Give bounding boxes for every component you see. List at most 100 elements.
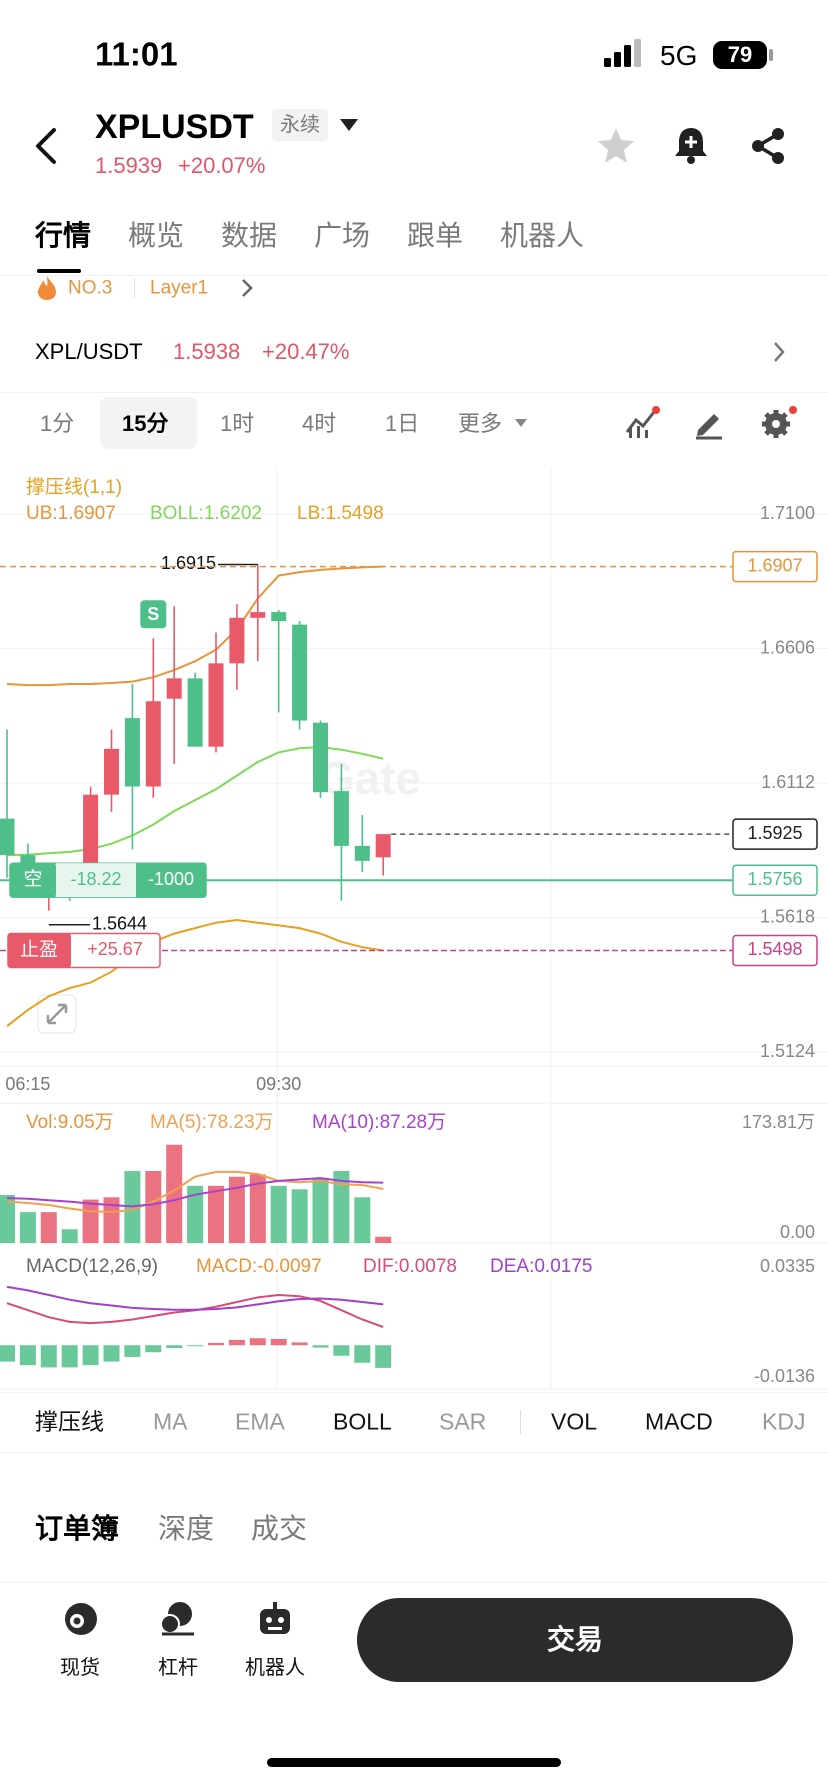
volume-bar <box>228 1176 245 1243</box>
indicator-tab[interactable]: KDJ <box>762 1408 806 1435</box>
x-tick-label: 06:15 <box>5 1074 50 1094</box>
back-button[interactable] <box>30 126 64 166</box>
spot-price: 1.5938 <box>173 339 241 364</box>
main-tab[interactable]: 概览 <box>128 220 185 251</box>
symbol-title[interactable]: XPLUSDT <box>95 108 254 146</box>
volume-bar <box>208 1185 224 1243</box>
candle-body <box>208 663 224 747</box>
legend-entry: BOLL:1.6202 <box>150 503 262 524</box>
rank-tag[interactable]: NO.3 <box>68 277 113 299</box>
sector-tag[interactable]: Layer1 <box>150 277 209 299</box>
x-tick-label: 09:30 <box>256 1074 301 1094</box>
macd-bar <box>19 1345 36 1366</box>
volume-ma-line <box>6 1170 384 1213</box>
indicator-icon[interactable] <box>624 404 660 440</box>
volume-bar <box>354 1197 371 1243</box>
interval[interactable]: 4时 <box>302 411 337 436</box>
symbol-dropdown[interactable] <box>338 117 360 133</box>
margin-icon[interactable] <box>158 1600 198 1638</box>
spot-pair[interactable]: XPL/USDT <box>35 339 143 364</box>
volume-legend: MA(10):87.28万 <box>312 1112 446 1133</box>
battery-icon <box>713 41 767 69</box>
candle-body <box>83 794 99 876</box>
interval[interactable]: 15分 <box>122 411 169 436</box>
legend-title: 撑压线(1,1) <box>26 476 122 498</box>
signal-label: S <box>147 604 159 624</box>
trade-button[interactable] <box>357 1598 793 1682</box>
candle-body <box>271 612 287 622</box>
settings-icon[interactable] <box>758 404 798 440</box>
header-change: +20.07% <box>178 153 266 178</box>
position-price-label: 1.5756 <box>747 869 802 889</box>
book-tab[interactable]: 深度 <box>158 1513 215 1544</box>
interval[interactable]: 1分 <box>40 411 75 436</box>
macd-bar <box>208 1342 224 1346</box>
last-price-label: 1.5925 <box>747 823 802 843</box>
indicator-tab[interactable]: SAR <box>439 1408 487 1435</box>
position-side-bg <box>10 863 56 898</box>
interval[interactable]: 更多 <box>458 411 503 436</box>
expand-icon <box>46 1003 68 1025</box>
volume-bar <box>270 1185 287 1243</box>
interval[interactable]: 1日 <box>385 411 420 436</box>
main-tab[interactable]: 行情 <box>35 220 92 251</box>
trade-button-label[interactable]: 交易 <box>546 1624 604 1655</box>
candle-body <box>187 678 203 747</box>
indicator-tab[interactable]: VOL <box>551 1408 598 1435</box>
book-tab[interactable]: 成交 <box>251 1513 308 1544</box>
legend-entry: UB:1.6907 <box>26 503 116 524</box>
volume-bar <box>375 1236 392 1243</box>
spot-chevron[interactable] <box>772 341 786 363</box>
volume-legend: Vol:9.05万 <box>26 1112 114 1133</box>
main-tab[interactable]: 数据 <box>221 220 278 251</box>
interval[interactable]: 1时 <box>220 411 255 436</box>
ub-price-label: 1.6907 <box>747 555 802 575</box>
macd-bar <box>82 1345 99 1366</box>
volume-bar <box>187 1185 204 1243</box>
draw-icon[interactable] <box>692 406 726 440</box>
position-side: 空 <box>23 868 42 890</box>
tags-chevron[interactable] <box>240 278 254 298</box>
share-icon[interactable] <box>748 126 788 166</box>
signal-icon <box>604 39 641 67</box>
candle-body <box>354 845 370 861</box>
low-label: 1.5644 <box>92 913 147 933</box>
nav-label[interactable]: 机器人 <box>245 1657 305 1679</box>
macd-legend: DIF:0.0078 <box>363 1256 457 1277</box>
book-tab[interactable]: 订单簿 <box>35 1513 120 1544</box>
macd-bar <box>0 1345 15 1362</box>
last-price-box <box>732 818 818 850</box>
status-time: 11:01 <box>95 35 178 73</box>
signal-badge <box>140 600 167 629</box>
candle-body <box>375 834 391 858</box>
favorite-icon[interactable] <box>596 126 636 166</box>
nav-label[interactable]: 杠杆 <box>158 1657 198 1679</box>
alert-icon[interactable] <box>672 124 710 166</box>
indicator-tab[interactable]: MACD <box>645 1408 713 1435</box>
main-tab[interactable]: 机器人 <box>500 220 585 251</box>
indicator-tab[interactable]: EMA <box>235 1408 285 1435</box>
interval-selected-bg <box>100 397 197 449</box>
main-tab[interactable]: 跟单 <box>407 220 464 251</box>
macd-bar <box>40 1345 57 1368</box>
take-profit-price-label: 1.5498 <box>747 939 802 959</box>
band-line <box>6 918 384 1027</box>
macd-bar <box>166 1345 183 1349</box>
indicator-tab[interactable]: MA <box>153 1408 188 1435</box>
position-price-box <box>732 864 818 896</box>
legend-entry: LB:1.5498 <box>297 503 384 524</box>
contract-badge: 永续 <box>272 109 328 141</box>
battery-nub <box>769 49 773 61</box>
bot-icon[interactable] <box>256 1600 294 1638</box>
indicator-tab[interactable]: 撑压线 <box>35 1408 104 1435</box>
indicator-tab[interactable]: BOLL <box>333 1408 392 1435</box>
volume-legend: MA(5):78.23万 <box>150 1112 274 1133</box>
spot-icon[interactable] <box>62 1600 100 1638</box>
position-qty: -1000 <box>148 869 194 889</box>
nav-label[interactable]: 现货 <box>60 1657 100 1679</box>
header-price: 1.5939 <box>95 153 163 178</box>
main-tab[interactable]: 广场 <box>314 220 371 251</box>
divider <box>0 1452 828 1453</box>
volume-tick-label: 173.81万 <box>742 1112 815 1132</box>
